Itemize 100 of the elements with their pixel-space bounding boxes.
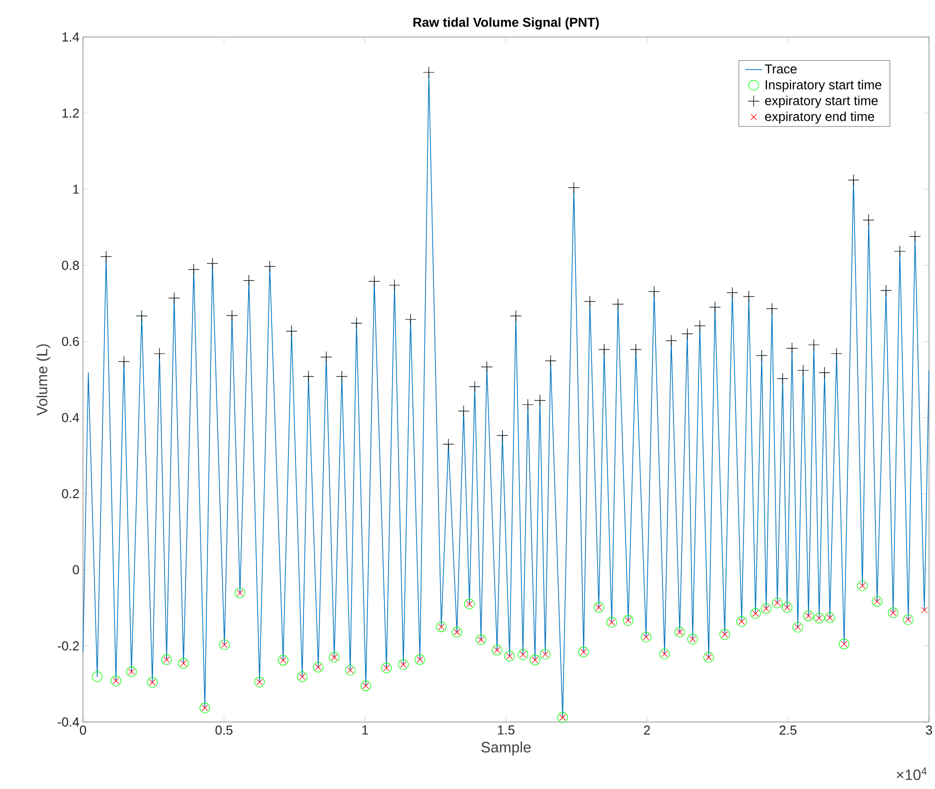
point <box>792 622 804 633</box>
point <box>703 652 714 663</box>
point <box>880 284 892 296</box>
point <box>423 66 435 78</box>
point <box>830 348 842 360</box>
point <box>736 616 747 627</box>
point <box>328 652 340 663</box>
point <box>286 325 298 337</box>
point <box>188 264 200 276</box>
point <box>481 361 493 373</box>
point <box>766 302 778 315</box>
point <box>540 648 551 660</box>
point <box>458 405 470 417</box>
point <box>518 649 528 660</box>
point <box>909 230 921 242</box>
y-tick-label: 0.6 <box>62 336 79 346</box>
point <box>630 344 642 356</box>
point <box>814 612 824 624</box>
point <box>797 364 809 376</box>
point <box>200 702 210 714</box>
x-tick-label: 0.5 <box>216 726 232 735</box>
x-tick-label: 3 <box>926 726 932 735</box>
y-tick-label: 0.4 <box>62 412 80 422</box>
point <box>350 317 362 329</box>
point <box>496 430 508 442</box>
x-axis-title: Sample <box>481 742 531 756</box>
point <box>468 380 481 393</box>
y-tick-label: -0.4 <box>58 717 80 727</box>
chart-title: Raw tidal Volume Signal (PNT) <box>413 17 599 30</box>
point <box>168 292 180 304</box>
point <box>206 258 218 270</box>
point <box>612 298 624 310</box>
point <box>510 310 522 322</box>
point <box>320 351 332 363</box>
point <box>786 342 798 354</box>
point <box>226 310 238 322</box>
point <box>368 276 380 288</box>
point <box>894 245 906 258</box>
legend-label: Trace <box>764 64 797 74</box>
point <box>776 372 788 385</box>
y-tick-label: 0.8 <box>62 260 79 270</box>
point <box>578 646 589 658</box>
point <box>640 632 652 642</box>
point <box>606 616 618 628</box>
point <box>903 614 914 625</box>
point <box>824 612 836 624</box>
point <box>442 438 454 450</box>
x-tick-label: 2.5 <box>780 726 796 735</box>
point <box>803 610 814 622</box>
point <box>857 580 868 592</box>
point <box>921 606 928 614</box>
point <box>344 664 356 676</box>
point <box>504 650 515 662</box>
point <box>147 677 158 688</box>
point <box>743 290 755 302</box>
point <box>665 334 678 346</box>
point <box>760 603 772 614</box>
y-tick-label: 1.4 <box>62 32 80 42</box>
point <box>296 671 308 682</box>
point <box>534 394 546 406</box>
point <box>243 274 255 286</box>
point <box>848 174 860 186</box>
point <box>522 398 534 410</box>
point <box>264 260 276 272</box>
point <box>436 622 447 632</box>
legend-label: expiratory start time <box>765 96 878 108</box>
point <box>336 370 348 382</box>
point <box>772 598 783 608</box>
x-tick-label: 1.5 <box>498 726 514 735</box>
point <box>838 638 850 650</box>
point <box>862 214 874 226</box>
point <box>126 666 137 678</box>
y-tick-label: 1 <box>73 184 79 194</box>
point <box>452 626 462 638</box>
point <box>154 348 166 360</box>
point <box>476 634 486 646</box>
point <box>544 355 556 367</box>
point <box>594 602 604 613</box>
point <box>682 328 694 340</box>
legend-label: expiratory end time <box>765 112 874 124</box>
text: ×10$^{4}$ <box>896 768 927 780</box>
point <box>584 296 596 308</box>
point <box>808 339 820 351</box>
point <box>872 596 882 607</box>
legend-label: Inspiratory start time <box>766 80 882 92</box>
point <box>818 366 830 378</box>
point <box>598 344 610 356</box>
point <box>674 626 686 638</box>
point <box>100 250 112 262</box>
point <box>568 182 580 194</box>
point <box>557 712 568 723</box>
point <box>719 629 730 640</box>
point <box>388 279 400 291</box>
y-axis-title: Volume (L) <box>36 344 50 416</box>
point <box>219 639 230 650</box>
point <box>404 314 416 326</box>
y-tick-label: 0.2 <box>62 489 79 498</box>
y-tick-label: 0 <box>72 565 79 574</box>
point <box>136 310 148 322</box>
x-tick-label: 0 <box>80 726 86 735</box>
